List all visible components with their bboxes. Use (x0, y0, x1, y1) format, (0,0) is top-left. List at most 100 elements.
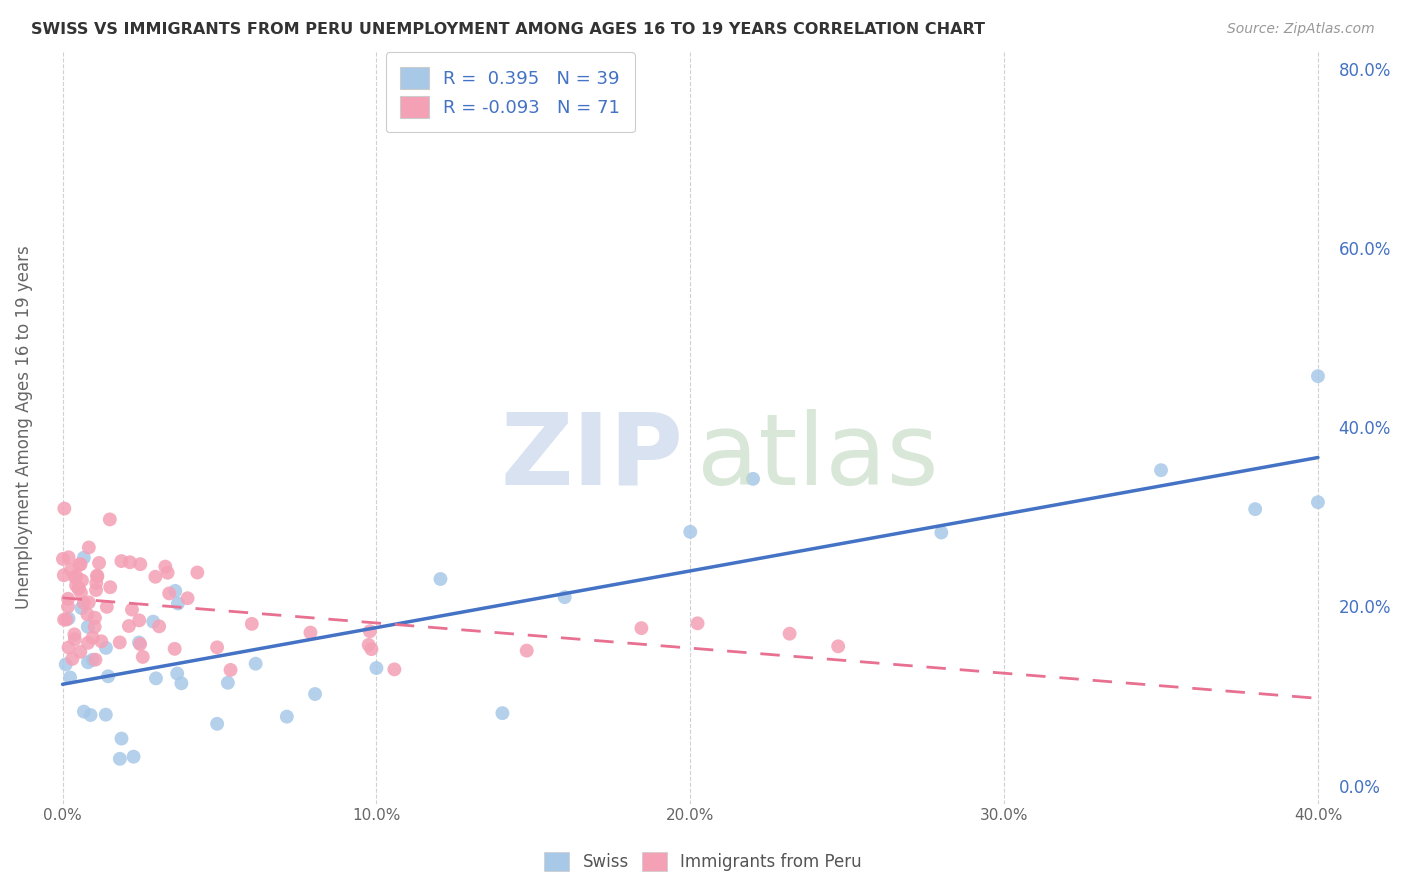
Point (90, 634, 112, 648)
Point (70, 601, 93, 615)
Point (65, 569, 87, 583)
Point (58, 611, 80, 625)
Point (166, 666, 188, 681)
Point (176, 591, 198, 606)
Point (73, 550, 96, 565)
Point (76, 607, 98, 622)
Text: ZIP: ZIP (501, 409, 683, 506)
Legend: R =  0.395   N = 39, R = -0.093   N = 71: R = 0.395 N = 39, R = -0.093 N = 71 (385, 52, 634, 132)
Point (77, 595, 100, 609)
Legend: Swiss, Immigrants from Peru: Swiss, Immigrants from Peru (536, 843, 870, 880)
Point (165, 583, 187, 598)
Point (128, 635, 150, 649)
Point (167, 597, 190, 611)
Point (79, 708, 101, 723)
Point (360, 642, 382, 657)
Point (77, 655, 100, 669)
Point (304, 687, 326, 701)
Point (84, 611, 107, 625)
Point (145, 570, 167, 584)
Point (60, 652, 83, 666)
Point (55, 657, 77, 672)
Point (82, 631, 104, 645)
Point (52, 552, 75, 566)
Point (84, 582, 107, 597)
Point (98, 580, 121, 594)
Point (129, 637, 152, 651)
Point (128, 613, 150, 627)
Point (1306, 369, 1329, 384)
Point (118, 555, 141, 569)
Point (118, 619, 141, 633)
Text: Source: ZipAtlas.com: Source: ZipAtlas.com (1227, 22, 1375, 37)
Point (67, 582, 90, 596)
Point (65, 578, 87, 592)
Point (94, 707, 117, 722)
Point (108, 752, 131, 766)
Point (87, 556, 110, 570)
Point (170, 676, 193, 690)
Point (186, 566, 208, 580)
Point (122, 749, 145, 764)
Point (366, 661, 388, 675)
Point (86, 569, 108, 583)
Point (429, 572, 451, 586)
Point (58, 550, 80, 565)
Point (742, 472, 765, 486)
Point (686, 616, 709, 631)
Point (129, 557, 152, 571)
Point (931, 525, 953, 540)
Point (70, 586, 93, 600)
Point (56, 591, 79, 606)
Point (157, 586, 180, 600)
Point (679, 524, 702, 539)
Point (59, 563, 82, 577)
Point (76, 620, 98, 634)
Point (121, 602, 143, 616)
Point (63, 632, 86, 647)
Point (276, 709, 298, 723)
Point (1150, 463, 1173, 477)
Point (299, 625, 322, 640)
Point (67, 558, 90, 572)
Point (219, 663, 242, 677)
Point (63, 570, 86, 584)
Point (52, 568, 75, 582)
Point (63, 627, 86, 641)
Text: atlas: atlas (697, 409, 938, 506)
Point (205, 716, 228, 731)
Point (827, 640, 849, 654)
Point (554, 590, 576, 604)
Point (357, 638, 380, 652)
Point (155, 559, 177, 574)
Point (58, 640, 80, 655)
Y-axis label: Unemployment Among Ages 16 to 19 years: Unemployment Among Ages 16 to 19 years (15, 245, 32, 609)
Point (73, 705, 96, 719)
Point (491, 706, 513, 721)
Point (84, 653, 107, 667)
Point (53, 501, 76, 516)
Point (98, 512, 121, 526)
Point (108, 635, 131, 649)
Point (779, 626, 801, 640)
Point (97, 669, 120, 683)
Point (245, 657, 267, 671)
Point (96, 599, 118, 614)
Point (156, 566, 179, 580)
Point (163, 641, 186, 656)
Point (630, 621, 652, 635)
Point (77, 636, 100, 650)
Point (84, 576, 107, 591)
Point (142, 615, 165, 629)
Point (56, 599, 79, 614)
Point (1306, 495, 1329, 509)
Point (205, 640, 228, 655)
Point (384, 662, 406, 676)
Point (69, 645, 91, 659)
Point (73, 596, 96, 610)
Point (94, 640, 117, 655)
Point (55, 613, 77, 627)
Point (82, 653, 104, 667)
Point (77, 541, 100, 555)
Point (83, 620, 105, 634)
